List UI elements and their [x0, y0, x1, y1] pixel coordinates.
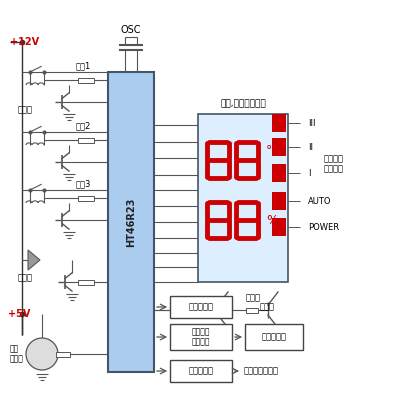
Text: 位驱动: 位驱动 — [246, 294, 260, 302]
Text: 红外传感器: 红外传感器 — [188, 366, 214, 376]
Text: 远鸣器: 远鸣器 — [18, 274, 33, 282]
Circle shape — [26, 338, 58, 370]
Text: +5V: +5V — [8, 309, 30, 319]
Text: 输出1: 输出1 — [76, 62, 91, 70]
Text: 红外线控制信号: 红外线控制信号 — [244, 366, 279, 376]
Bar — [272, 138, 286, 156]
Bar — [246, 308, 258, 312]
Text: II: II — [308, 142, 313, 152]
Bar — [198, 114, 288, 282]
Text: 输出2: 输出2 — [76, 122, 91, 130]
Bar — [196, 308, 208, 312]
Bar — [272, 218, 286, 236]
Text: 温度传感器: 温度传感器 — [188, 302, 214, 312]
Text: 气体
传感器: 气体 传感器 — [10, 344, 24, 364]
Bar — [78, 138, 94, 142]
Text: 湿度传感器: 湿度传感器 — [262, 332, 286, 342]
Bar — [170, 360, 232, 382]
Bar — [78, 196, 94, 200]
Text: 湿度,温度显示单元: 湿度,温度显示单元 — [220, 100, 266, 108]
Polygon shape — [28, 250, 40, 270]
Bar — [56, 352, 70, 356]
Text: 位驱动: 位驱动 — [260, 302, 275, 312]
Bar — [78, 78, 94, 82]
Text: HT46R23: HT46R23 — [126, 197, 136, 247]
Text: %: % — [266, 214, 278, 226]
Text: °C: °C — [266, 144, 281, 156]
Bar — [272, 114, 286, 132]
Bar — [272, 164, 286, 182]
Bar — [78, 280, 94, 284]
Bar — [272, 192, 286, 210]
Text: 继电器: 继电器 — [18, 106, 33, 114]
Text: +12V: +12V — [10, 37, 39, 47]
Text: 湿度信号
处理电路: 湿度信号 处理电路 — [192, 327, 210, 347]
Text: III: III — [308, 118, 316, 128]
Text: I: I — [308, 168, 310, 178]
Text: OSC: OSC — [121, 25, 141, 35]
Text: 输出3: 输出3 — [76, 180, 91, 188]
Bar — [170, 324, 232, 350]
Bar — [170, 296, 232, 318]
Bar — [245, 324, 303, 350]
Text: POWER: POWER — [308, 222, 339, 232]
Text: 风扇工作
档位指示: 风扇工作 档位指示 — [324, 154, 344, 174]
Text: AUTO: AUTO — [308, 196, 332, 206]
Bar — [108, 72, 154, 372]
